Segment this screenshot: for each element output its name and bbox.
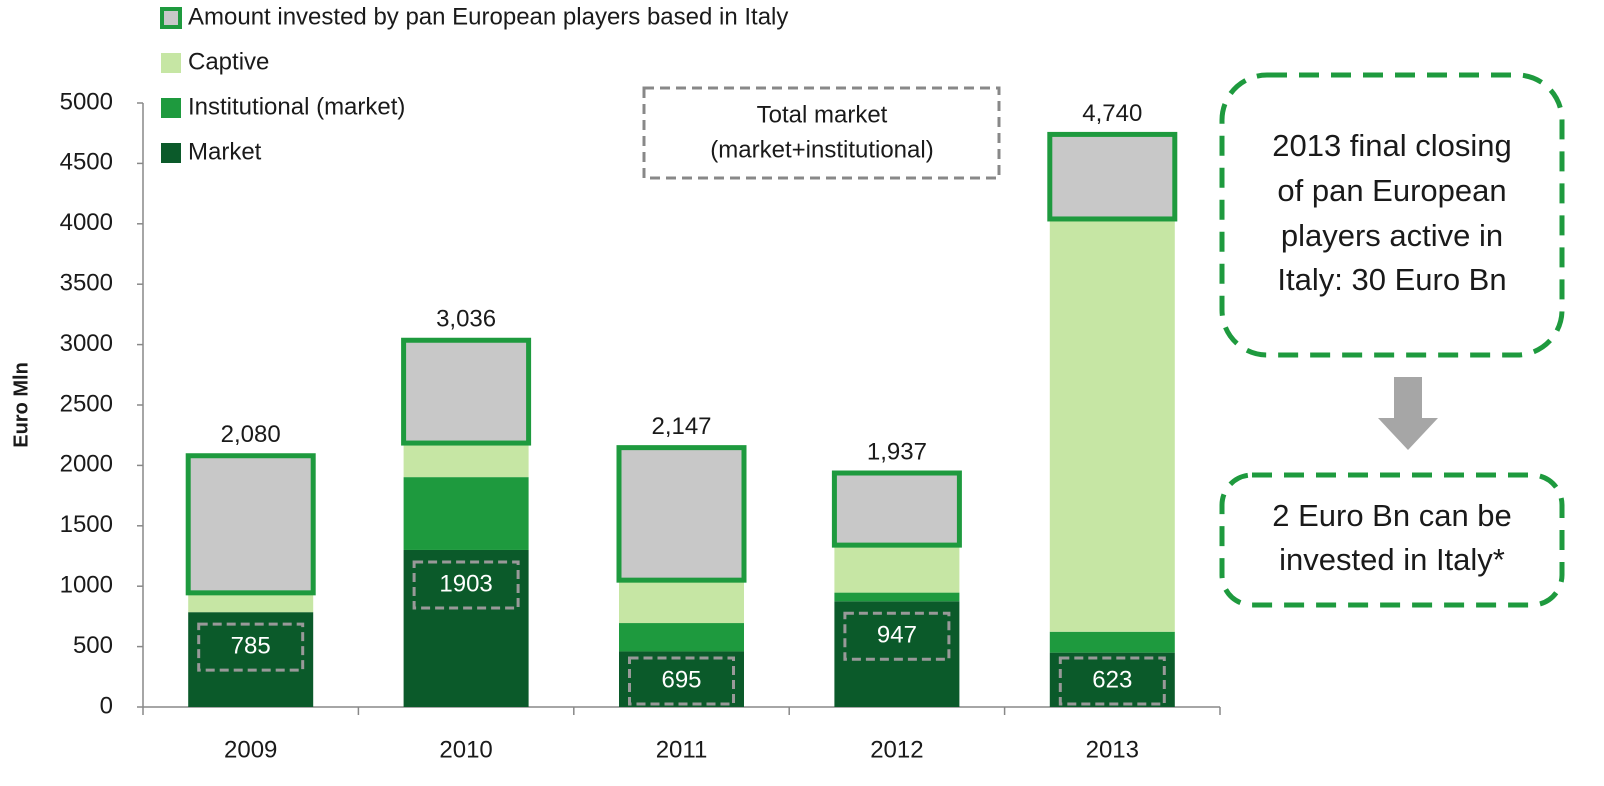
bar-segment bbox=[401, 337, 532, 446]
label-box bbox=[628, 656, 735, 706]
y-tick-label: 1000 bbox=[60, 572, 113, 599]
bar-segment bbox=[185, 453, 316, 596]
legend-swatch bbox=[160, 7, 182, 29]
y-tick-label: 500 bbox=[73, 632, 113, 659]
label-box bbox=[197, 622, 305, 672]
y-tick-label: 5000 bbox=[60, 88, 113, 115]
arrow bbox=[1394, 377, 1422, 419]
total-label: 3,036 bbox=[436, 306, 496, 333]
market-institutional-label: 623 bbox=[1092, 666, 1132, 693]
market-institutional-label: 1903 bbox=[439, 570, 492, 597]
y-tick-label: 2500 bbox=[60, 390, 113, 417]
total-label: 1,937 bbox=[867, 438, 927, 465]
total-label: 4,740 bbox=[1082, 100, 1142, 127]
callout-text: Italy: 30 Euro Bn bbox=[1277, 262, 1506, 297]
note-text: (market+institutional) bbox=[710, 136, 933, 163]
note-box bbox=[642, 86, 1001, 180]
market-institutional-label: 785 bbox=[231, 633, 271, 660]
x-tick-label: 2010 bbox=[439, 736, 492, 763]
total-label: 2,080 bbox=[221, 421, 281, 448]
y-tick-label: 4000 bbox=[60, 209, 113, 236]
bar-segment bbox=[1049, 652, 1175, 707]
bar-segment bbox=[188, 612, 314, 707]
bar-segment bbox=[188, 592, 314, 613]
bar-segment bbox=[619, 623, 744, 652]
bar-segment bbox=[619, 651, 744, 707]
y-tick-label: 2000 bbox=[60, 451, 113, 478]
bar-segment bbox=[403, 549, 529, 707]
y-axis-title: Euro Mln bbox=[10, 362, 32, 448]
bar-segment bbox=[403, 443, 529, 478]
callout-box bbox=[1219, 472, 1565, 608]
label-box bbox=[1058, 656, 1166, 706]
y-tick-label: 3500 bbox=[60, 270, 113, 297]
total-label: 2,147 bbox=[651, 413, 711, 440]
callout-text: 2 Euro Bn can be bbox=[1272, 498, 1512, 533]
bar-segment bbox=[834, 592, 960, 602]
market-institutional-label: 947 bbox=[877, 622, 917, 649]
market-institutional-label: 695 bbox=[661, 666, 701, 693]
callout-box bbox=[1219, 72, 1565, 358]
x-tick-label: 2013 bbox=[1086, 736, 1139, 763]
callout-text: players active in bbox=[1281, 218, 1503, 253]
bar-segment bbox=[834, 601, 960, 707]
x-tick-label: 2012 bbox=[870, 736, 923, 763]
note-text: Total market bbox=[757, 101, 888, 128]
x-tick-label: 2009 bbox=[224, 736, 277, 763]
callout-text: invested in Italy* bbox=[1279, 542, 1505, 577]
legend-label: Amount invested by pan European players … bbox=[188, 3, 788, 30]
x-tick-label: 2011 bbox=[656, 736, 708, 763]
legend-label: Institutional (market) bbox=[188, 93, 405, 120]
y-tick-label: 1500 bbox=[60, 511, 113, 538]
callout-text: 2013 final closing bbox=[1272, 128, 1512, 163]
legend-label: Market bbox=[188, 138, 262, 165]
label-box bbox=[412, 560, 520, 610]
bar-segment bbox=[834, 545, 960, 593]
bar-segment bbox=[1047, 131, 1178, 222]
bar-segment bbox=[619, 580, 744, 624]
bar-segment bbox=[616, 445, 747, 583]
label-box bbox=[843, 611, 951, 661]
callout-text: of pan European bbox=[1277, 173, 1506, 208]
legend-swatch bbox=[161, 143, 181, 163]
bar-segment bbox=[1049, 218, 1175, 632]
legend-swatch bbox=[161, 98, 181, 118]
y-tick-label: 0 bbox=[100, 692, 113, 719]
arrow bbox=[1378, 418, 1438, 450]
y-tick-label: 3000 bbox=[60, 330, 113, 357]
legend-label: Captive bbox=[188, 48, 269, 75]
bar-segment bbox=[831, 470, 962, 548]
bar-segment bbox=[403, 477, 529, 550]
y-tick-label: 4500 bbox=[60, 149, 113, 176]
bar-segment bbox=[1049, 631, 1175, 653]
legend-swatch bbox=[161, 53, 181, 73]
